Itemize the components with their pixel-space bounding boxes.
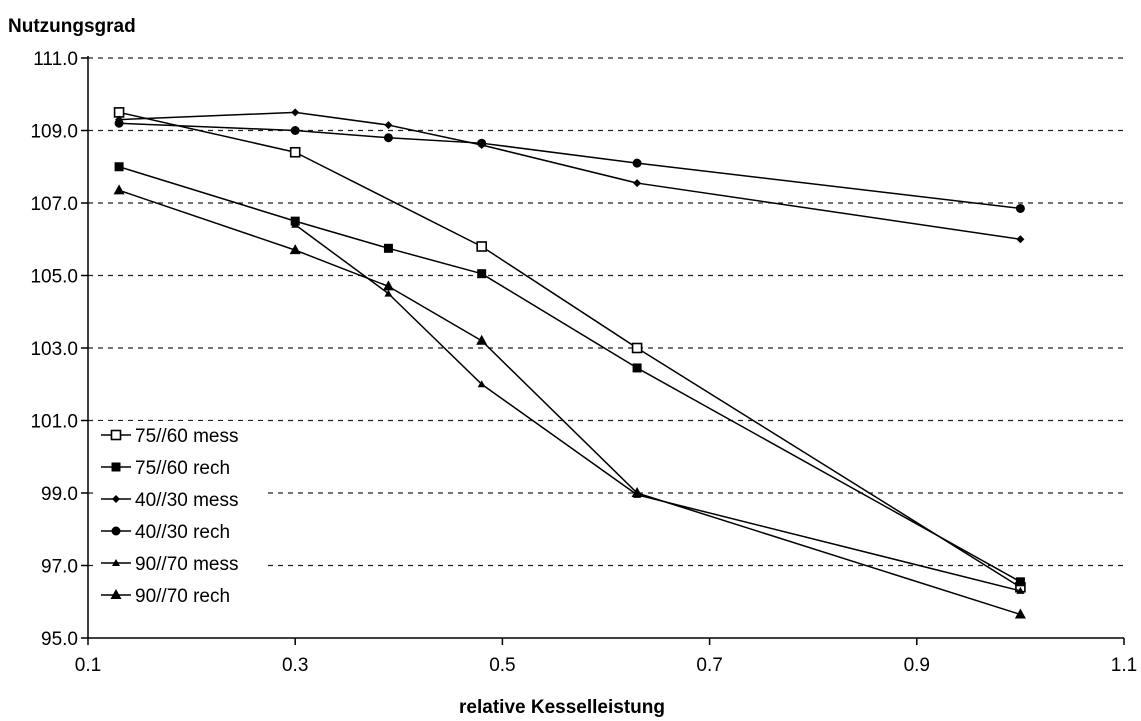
x-axis-ticks: 0.1 0.3 0.5 0.7 0.9 1.1 bbox=[75, 638, 1137, 676]
data-point-triangle bbox=[382, 280, 394, 291]
legend-item: 75//60 rech bbox=[97, 453, 265, 481]
data-point-triangle bbox=[289, 244, 301, 255]
data-point-triangle bbox=[631, 487, 643, 497]
data-point-circle bbox=[383, 133, 393, 143]
legend-label: 75//60 rech bbox=[135, 458, 230, 479]
data-point-small-triangle bbox=[477, 380, 486, 388]
data-point-small-triangle bbox=[291, 220, 300, 228]
y-tick-label: 107.0 bbox=[30, 194, 78, 215]
data-point-triangle bbox=[476, 334, 488, 345]
data-point-diamond bbox=[1016, 235, 1025, 244]
data-point-open-square bbox=[110, 429, 122, 441]
legend-item: 40//30 rech bbox=[97, 517, 265, 545]
data-point-triangle bbox=[1014, 608, 1026, 619]
data-point-diamond bbox=[384, 121, 393, 130]
series-5 bbox=[291, 220, 1025, 594]
series-line bbox=[119, 111, 1021, 240]
x-tick-label: 0.9 bbox=[904, 655, 930, 676]
axes bbox=[87, 56, 1124, 639]
data-point-small-triangle bbox=[384, 289, 393, 297]
y-tick-label: 103.0 bbox=[30, 339, 78, 360]
legend-label: 40//30 rech bbox=[135, 522, 230, 543]
data-point-diamond bbox=[291, 108, 300, 117]
data-point-triangle bbox=[110, 589, 122, 599]
legend-label: 90//70 rech bbox=[135, 586, 230, 607]
data-point-circle bbox=[477, 138, 487, 148]
series-4 bbox=[114, 118, 1025, 213]
y-tick-label: 99.0 bbox=[41, 484, 78, 505]
data-point-small-triangle bbox=[1016, 586, 1025, 594]
data-point-square bbox=[632, 363, 642, 373]
data-point-circle bbox=[632, 158, 642, 168]
series-6 bbox=[113, 184, 1026, 619]
series-line bbox=[118, 111, 1021, 588]
legend-label: 75//60 mess bbox=[135, 426, 239, 447]
data-point-diamond bbox=[112, 495, 120, 503]
x-axis-label: relative Kesselleistung bbox=[459, 697, 665, 718]
y-tick-label: 101.0 bbox=[30, 412, 78, 433]
data-point-circle bbox=[1015, 203, 1025, 213]
data-point-open-square bbox=[631, 342, 643, 354]
data-point-open-square bbox=[113, 107, 125, 118]
legend-item: 90//70 rech bbox=[97, 581, 265, 609]
legend-label: 90//70 mess bbox=[135, 554, 239, 575]
data-point-diamond bbox=[633, 179, 642, 188]
data-point-square bbox=[477, 269, 487, 279]
legend-item: 75//60 mess bbox=[97, 421, 265, 449]
series-line bbox=[118, 189, 1021, 616]
y-tick-label: 109.0 bbox=[30, 122, 78, 143]
legend-label: 40//30 mess bbox=[135, 490, 239, 511]
x-tick-label: 0.3 bbox=[282, 655, 308, 676]
data-point-circle bbox=[114, 118, 124, 128]
x-tick-label: 0.1 bbox=[75, 655, 101, 676]
series-line bbox=[119, 122, 1021, 210]
data-point-circle bbox=[290, 126, 300, 135]
y-axis-ticks: 95.0 97.0 99.0 101.0 103.0 105.0 107.0 109.0 111… bbox=[30, 49, 88, 650]
data-point-open-square bbox=[289, 146, 301, 158]
y-tick-label: 111.0 bbox=[33, 49, 78, 70]
data-point-open-square bbox=[476, 241, 487, 252]
legend-item: 40//30 mess bbox=[97, 485, 265, 513]
chart-title: Nutzungsgrad bbox=[8, 16, 136, 37]
data-point-square bbox=[111, 462, 121, 472]
data-point-small-triangle bbox=[112, 559, 120, 566]
data-point-square bbox=[114, 162, 124, 172]
legend: 75//60 mess 75//60 rech 40//30 mess 40//30 … bbox=[97, 421, 265, 609]
series-line bbox=[294, 224, 1021, 592]
data-point-circle bbox=[111, 526, 121, 536]
series-line bbox=[118, 166, 1021, 583]
y-tick-label: 105.0 bbox=[30, 267, 78, 288]
x-tick-label: 0.5 bbox=[489, 655, 515, 676]
series-layer bbox=[113, 107, 1026, 619]
y-tick-label: 97.0 bbox=[41, 557, 78, 578]
x-tick-label: 0.7 bbox=[696, 655, 722, 676]
x-tick-label: 1.1 bbox=[1111, 655, 1137, 676]
data-point-square bbox=[1015, 577, 1025, 587]
data-point-square bbox=[383, 243, 393, 253]
y-tick-label: 95.0 bbox=[41, 629, 78, 650]
data-point-triangle bbox=[113, 184, 125, 195]
legend-item: 90//70 mess bbox=[97, 549, 265, 577]
